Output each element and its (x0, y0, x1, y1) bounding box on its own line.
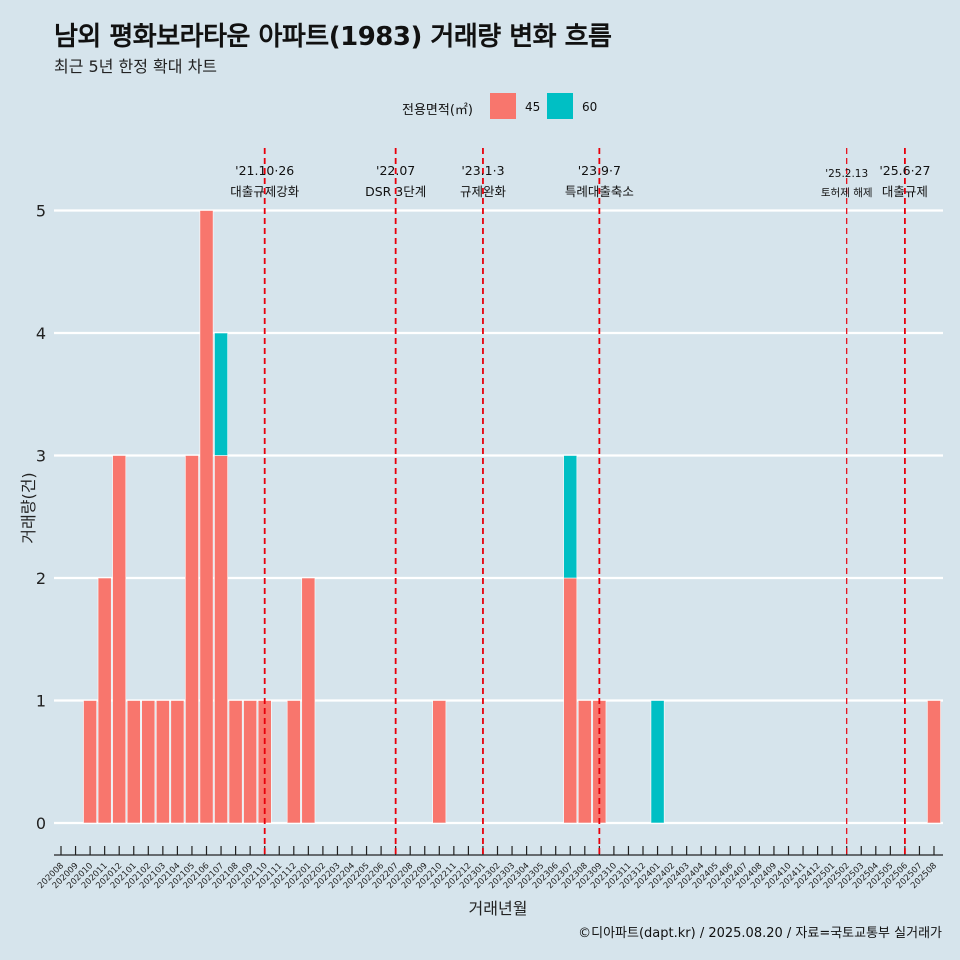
event-date-label-2: '22.07 (376, 163, 415, 178)
page-subtitle: 최근 5년 한정 확대 차트 (54, 57, 218, 76)
bar-45-202201 (301, 577, 316, 824)
bar-60-202107 (214, 332, 228, 456)
event-desc-label-6: 대출규제 (882, 184, 928, 199)
event-date-label-5: '25.2.13 (825, 168, 868, 180)
legend-label-45: 45 (525, 100, 541, 114)
bar-45-202210 (432, 700, 447, 824)
bar-45-202104 (170, 700, 185, 824)
bar-45-202107 (214, 455, 228, 824)
source-caption: ©디아파트(dapt.kr) / 2025.08.20 / 자료=국토교통부 실… (578, 926, 942, 941)
bar-45-202105 (185, 455, 199, 824)
bar-45-202308 (577, 700, 592, 824)
bar-45-202307 (563, 577, 578, 824)
bar-45-202102 (141, 700, 156, 824)
y-axis-title: 거래량(건) (19, 472, 38, 543)
bar-45-202508 (927, 700, 941, 824)
bar-45-202112 (286, 700, 301, 824)
event-date-label-3: '23.1·3 (461, 163, 504, 178)
y-tick-label-0: 0 (36, 814, 46, 833)
legend-title: 전용면적(㎡) (402, 103, 473, 118)
legend-label-60: 60 (582, 100, 598, 114)
bar-45-202101 (126, 700, 141, 824)
y-tick-label-4: 4 (36, 324, 46, 343)
legend: 전용면적(㎡) 45 60 (0, 93, 960, 121)
bar-45-202109 (243, 700, 258, 824)
event-desc-label-4: 특례대출축소 (565, 184, 634, 199)
event-desc-label-3: 규제완화 (460, 184, 507, 199)
page-title: 남외 평화보라타운 아파트(1983) 거래량 변화 흐름 (54, 22, 612, 52)
y-tick-label-2: 2 (36, 569, 46, 588)
bar-45-202108 (228, 700, 243, 824)
bar-45-202106 (199, 210, 214, 824)
bar-45-202010 (83, 700, 97, 824)
event-date-label-1: '21.10·26 (235, 163, 294, 178)
event-date-label-6: '25.6·27 (879, 163, 930, 178)
y-tick-label-3: 3 (36, 447, 46, 466)
bar-45-202011 (97, 577, 112, 824)
event-desc-label-2: DSR 3단계 (365, 184, 426, 199)
bar-45-202012 (112, 455, 127, 824)
event-date-label-4: '23.9·7 (578, 163, 621, 178)
bar-45-202103 (155, 700, 170, 824)
bar-60-202307 (563, 455, 578, 579)
bar-60-202401 (650, 700, 665, 824)
legend-key-45 (490, 93, 516, 119)
y-tick-label-1: 1 (36, 692, 46, 711)
x-axis-title: 거래년월 (469, 899, 528, 918)
legend-key-60 (547, 93, 573, 119)
event-desc-label-1: 대출규제강화 (230, 184, 300, 199)
y-tick-label-5: 5 (36, 202, 46, 221)
event-desc-label-5: 토허제 해제 (821, 186, 873, 199)
